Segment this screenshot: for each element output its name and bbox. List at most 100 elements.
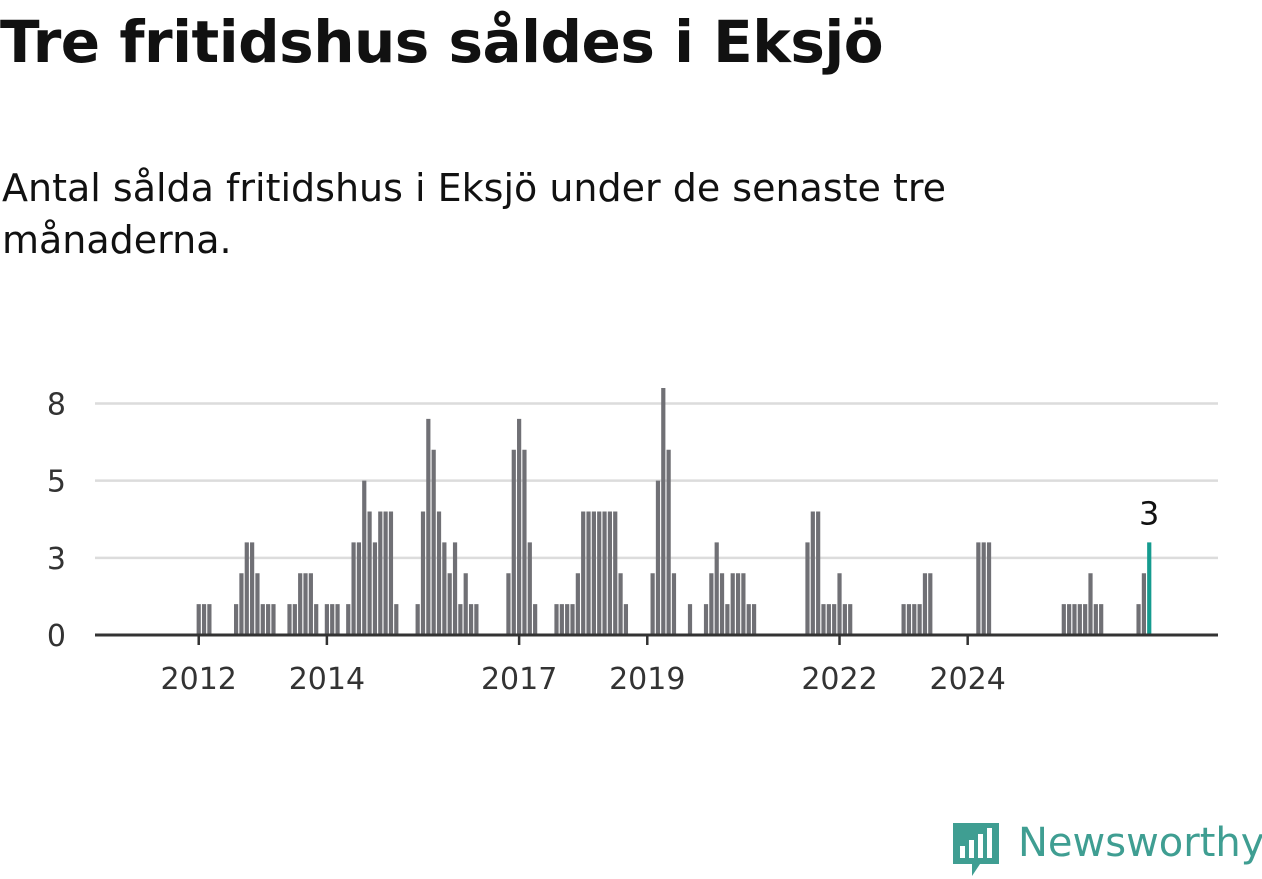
bar	[394, 604, 399, 636]
bar	[442, 542, 447, 636]
bar	[602, 511, 607, 635]
bar	[239, 573, 244, 635]
bar	[703, 604, 709, 636]
bar	[901, 604, 906, 636]
bar	[292, 604, 297, 636]
bar	[522, 449, 527, 635]
bar	[661, 388, 666, 635]
bar	[922, 573, 928, 635]
bar	[1072, 604, 1077, 636]
bar	[255, 573, 260, 635]
bar	[912, 604, 917, 636]
y-tick-label: 5	[47, 465, 66, 500]
bar	[533, 604, 538, 636]
bar	[597, 511, 602, 635]
bar	[821, 604, 826, 636]
bar	[511, 449, 516, 635]
bar	[1083, 604, 1088, 636]
bar	[1141, 573, 1146, 635]
bar	[741, 573, 746, 635]
y-tick-label: 0	[47, 619, 66, 654]
bar	[244, 542, 249, 636]
bar	[474, 604, 479, 636]
bar	[260, 604, 265, 636]
bar	[586, 511, 591, 635]
bar	[506, 573, 511, 635]
bar	[447, 573, 452, 635]
bar	[976, 542, 981, 636]
bar	[810, 511, 815, 635]
bar	[928, 573, 933, 635]
bar	[356, 542, 362, 636]
bar	[1088, 573, 1093, 635]
bar	[201, 604, 207, 636]
brand-name: Newsworthy	[1018, 820, 1262, 866]
bar	[378, 511, 383, 635]
bar	[618, 573, 623, 635]
bar	[1067, 604, 1072, 636]
bar	[367, 511, 372, 635]
bar	[575, 573, 580, 635]
bar	[351, 542, 356, 636]
x-axis: 2012 2014 2017 2019 2022 2024	[161, 635, 1006, 697]
newsworthy-logo-icon	[953, 823, 999, 876]
bar	[426, 418, 431, 636]
bar	[452, 542, 458, 636]
bar	[709, 573, 714, 635]
bar	[591, 511, 596, 635]
bar	[431, 449, 436, 635]
bar	[463, 573, 468, 635]
bar	[458, 604, 463, 636]
bar	[468, 604, 474, 636]
bar	[287, 604, 292, 636]
x-tick-label: 2017	[481, 662, 557, 697]
bar	[527, 542, 532, 636]
x-tick-label: 2019	[609, 662, 685, 697]
bar	[196, 604, 201, 636]
bar	[517, 418, 522, 636]
latest-value-label: 3	[1139, 494, 1159, 532]
bar	[986, 542, 992, 636]
bar	[1077, 604, 1082, 636]
bar	[1136, 604, 1141, 636]
bar	[308, 573, 313, 635]
y-tick-label: 8	[47, 387, 66, 422]
chart-subtitle: Antal sålda fritidshus i Eksjö under de …	[2, 166, 947, 262]
x-tick-label: 2022	[801, 662, 877, 697]
bar	[730, 573, 735, 635]
bar	[714, 542, 719, 636]
bar	[1099, 604, 1104, 636]
bar	[234, 604, 239, 636]
bar	[746, 604, 751, 636]
bar	[415, 604, 420, 636]
bar	[271, 604, 276, 636]
bar	[383, 511, 388, 635]
bar	[687, 604, 693, 636]
bar	[303, 573, 308, 635]
bar	[362, 480, 367, 636]
bar	[314, 604, 319, 636]
bar	[335, 604, 340, 636]
bar	[324, 604, 329, 636]
bar	[613, 511, 618, 635]
bar	[735, 573, 741, 635]
bar	[725, 604, 730, 636]
y-axis: 0 3 5 8	[47, 387, 66, 654]
bar	[298, 573, 303, 635]
bar	[842, 604, 847, 636]
bar	[906, 604, 912, 636]
bar	[250, 542, 255, 636]
bar	[719, 573, 725, 635]
bar	[1061, 604, 1066, 636]
bar	[420, 511, 426, 635]
bar	[1093, 604, 1098, 636]
bar	[581, 511, 586, 635]
bar	[655, 480, 661, 636]
bar	[388, 511, 394, 635]
bar	[607, 511, 612, 635]
bar	[372, 542, 378, 636]
bar	[266, 604, 271, 636]
bar	[816, 511, 821, 635]
bar	[848, 604, 853, 636]
bar	[650, 573, 655, 635]
